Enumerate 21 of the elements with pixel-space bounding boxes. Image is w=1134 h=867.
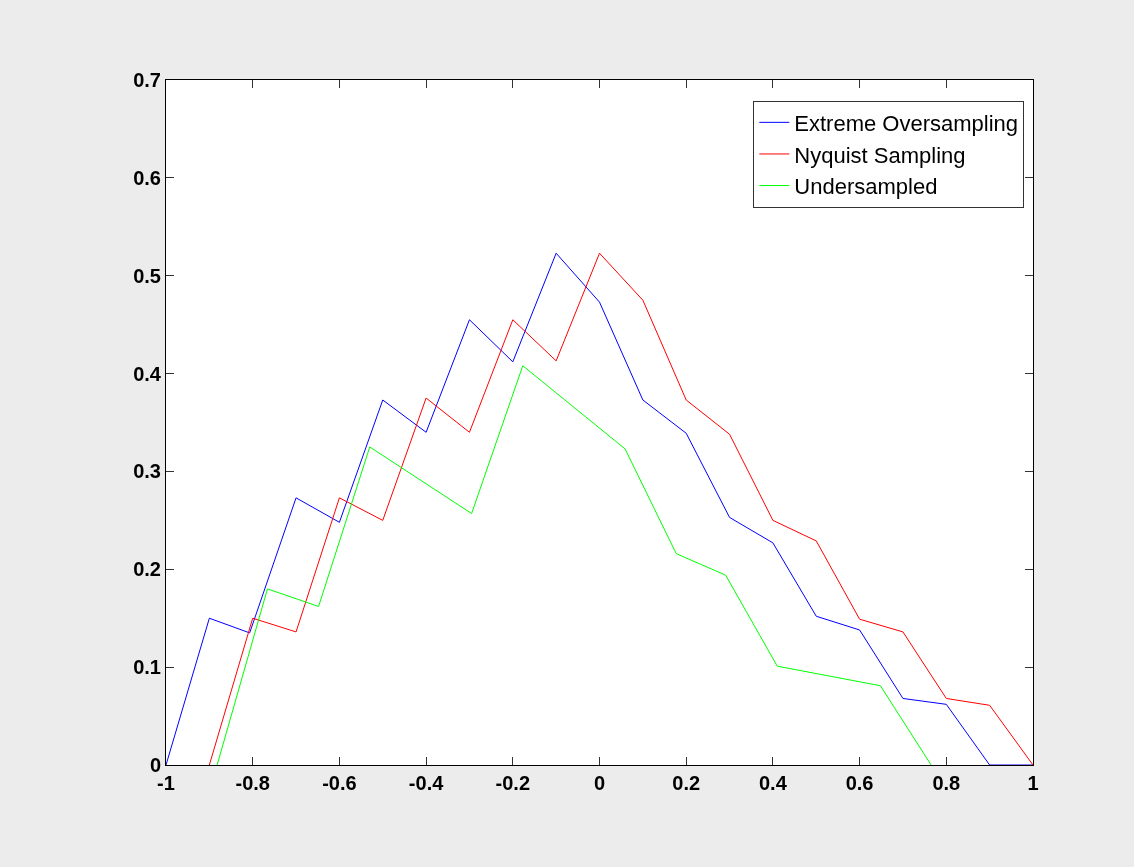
x-tick-label: 1: [1027, 772, 1039, 794]
legend-label: Undersampled: [794, 174, 938, 200]
y-tick-label: 0.5: [133, 264, 161, 287]
y-tick-label: 0.3: [133, 460, 161, 483]
legend-label: Extreme Oversampling: [794, 110, 1019, 136]
x-tick-label: 0.6: [845, 772, 874, 794]
x-tick-label: -0.8: [235, 772, 270, 794]
x-tick-label: 0: [593, 772, 606, 794]
y-tick-label: 0.7: [133, 69, 161, 91]
x-tick-label: -0.2: [495, 772, 531, 794]
y-tick-label: 0.6: [133, 166, 161, 189]
x-tick-label: 0.8: [932, 772, 961, 794]
y-tick-label: 0.1: [133, 656, 161, 679]
line-series: [216, 365, 932, 765]
x-tick-label: -0.4: [408, 772, 445, 794]
x-tick-label: 0.4: [758, 772, 788, 794]
x-tick-label: -0.6: [322, 772, 357, 794]
y-tick-label: 0.2: [133, 558, 161, 581]
x-tick-label: 0.2: [672, 772, 701, 794]
y-tick-label: 0.4: [133, 362, 162, 385]
legend-label: Nyquist Sampling: [794, 142, 966, 168]
